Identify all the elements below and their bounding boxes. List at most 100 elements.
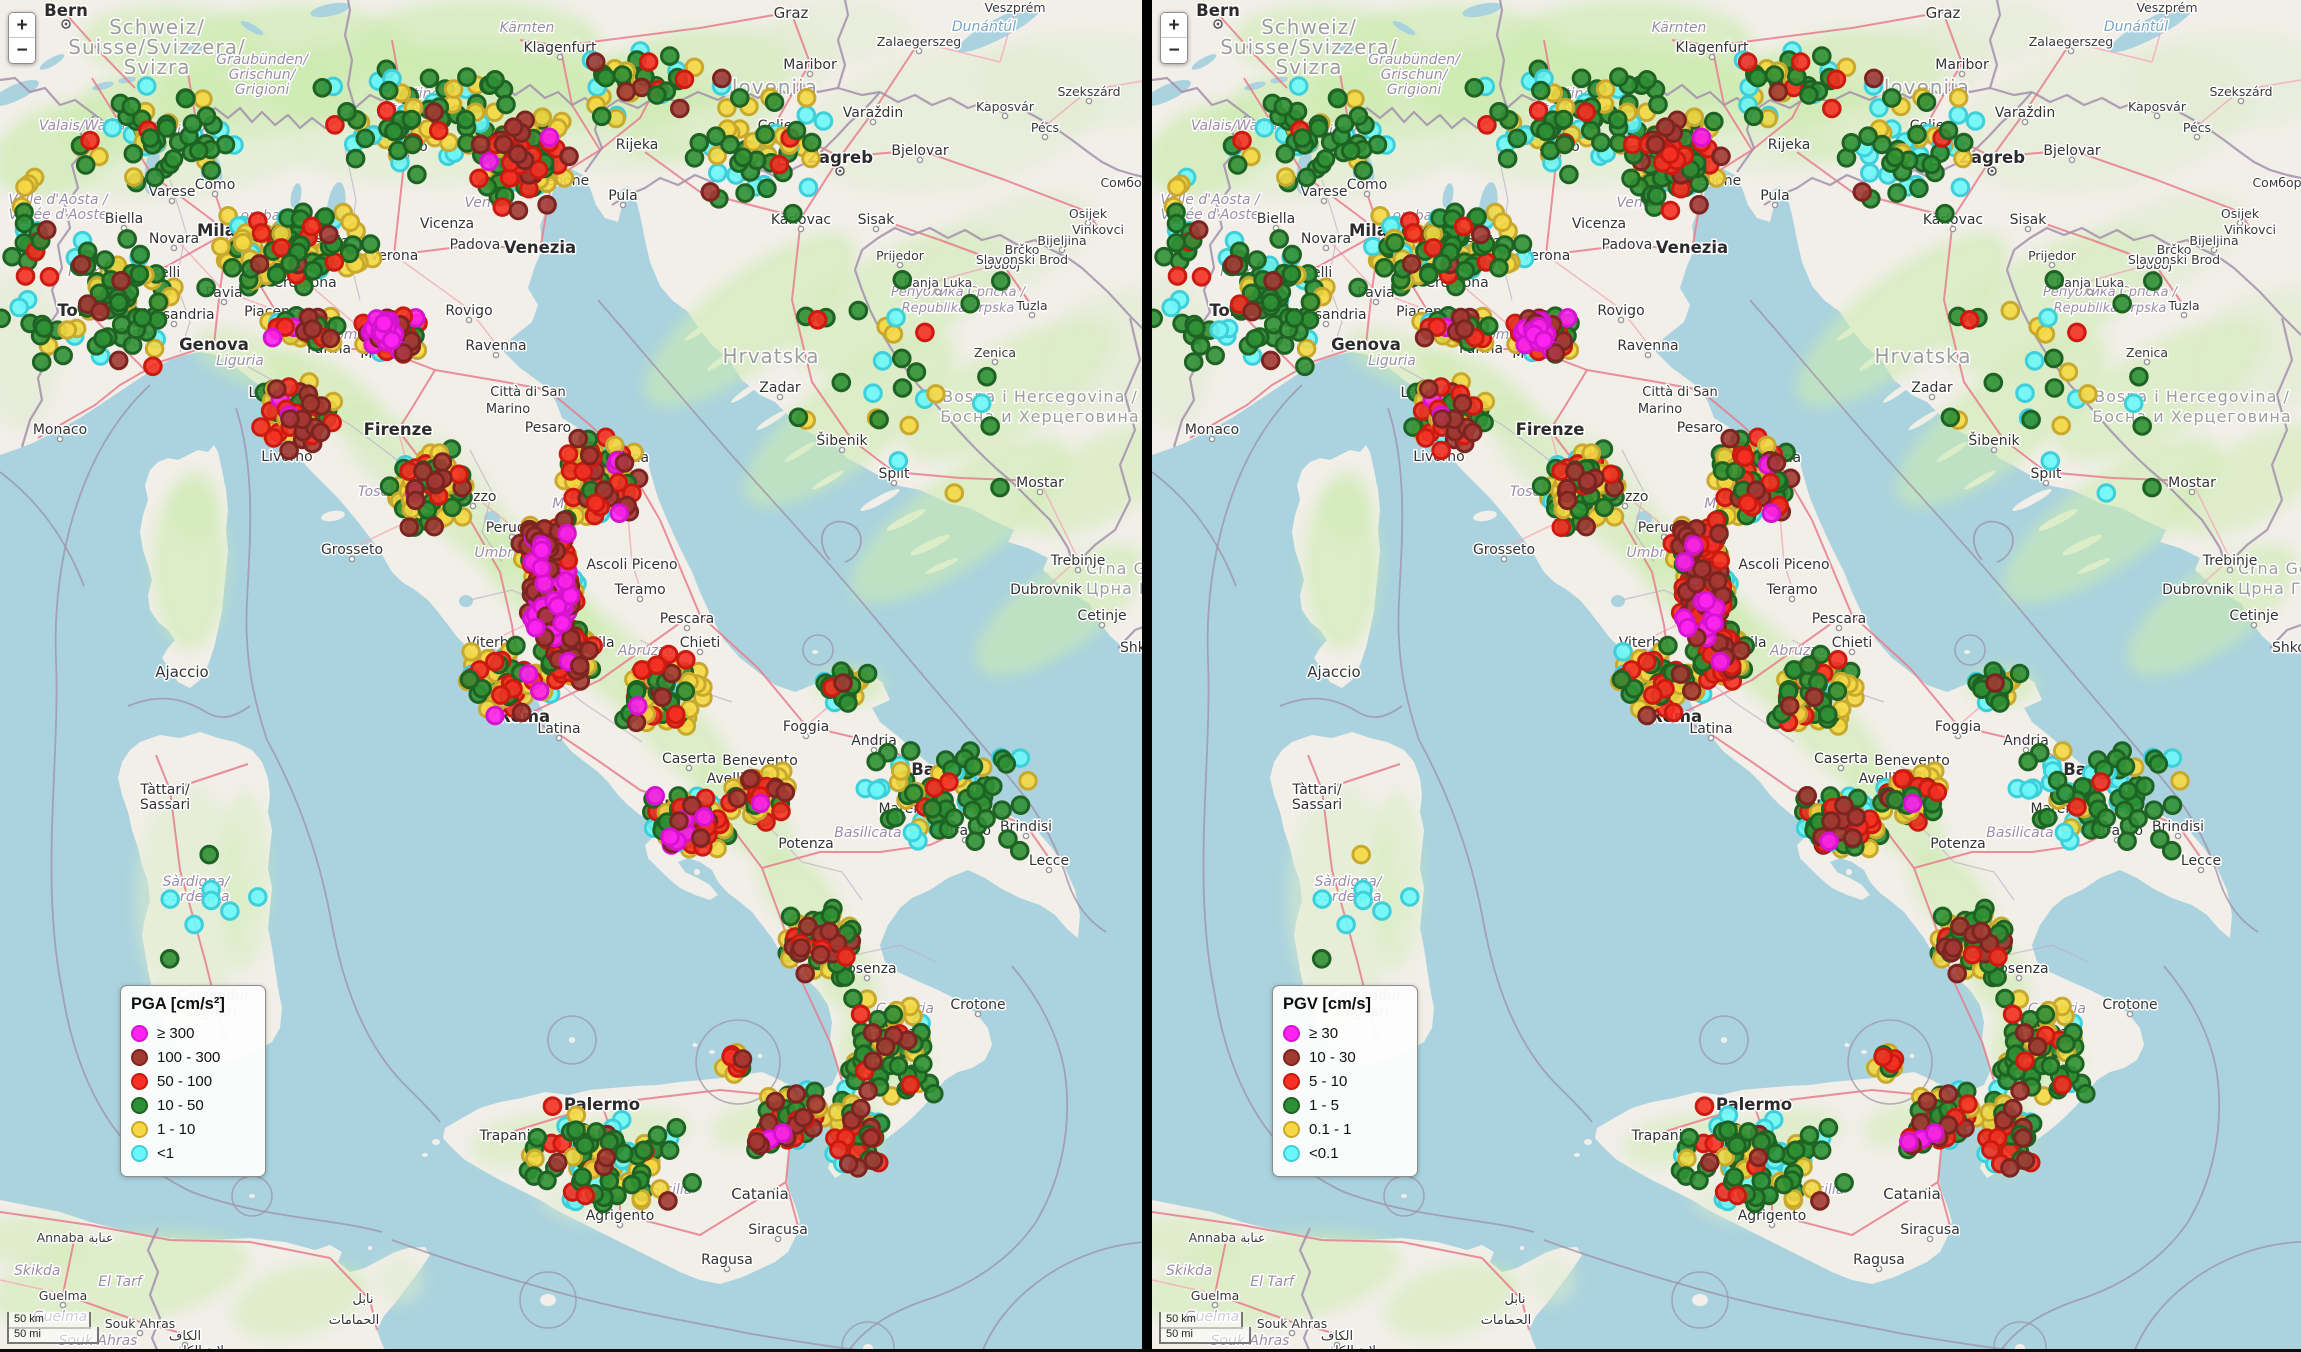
station-marker[interactable] xyxy=(449,464,469,485)
station-marker[interactable] xyxy=(819,921,840,942)
station-marker[interactable] xyxy=(966,781,986,801)
station-marker[interactable] xyxy=(575,1135,595,1156)
station-marker[interactable] xyxy=(596,67,616,88)
station-marker[interactable] xyxy=(1191,267,1212,287)
station-marker[interactable] xyxy=(691,828,711,848)
station-marker[interactable] xyxy=(1507,128,1528,149)
station-marker[interactable] xyxy=(1478,316,1499,336)
station-marker[interactable] xyxy=(977,366,997,387)
station-marker[interactable] xyxy=(769,154,790,175)
station-marker[interactable] xyxy=(1927,782,1948,803)
station-marker[interactable] xyxy=(531,558,552,578)
station-marker[interactable] xyxy=(1190,336,1211,356)
station-marker[interactable] xyxy=(1737,52,1758,72)
station-marker[interactable] xyxy=(780,906,801,927)
station-marker[interactable] xyxy=(1427,317,1447,337)
station-marker[interactable] xyxy=(676,650,696,670)
station-marker[interactable] xyxy=(2118,781,2138,801)
station-marker[interactable] xyxy=(670,98,690,119)
station-marker[interactable] xyxy=(280,253,300,274)
station-marker[interactable] xyxy=(424,516,445,537)
station-marker[interactable] xyxy=(53,345,74,366)
station-marker[interactable] xyxy=(2051,415,2072,436)
station-marker[interactable] xyxy=(609,503,630,524)
station-marker[interactable] xyxy=(568,428,589,449)
station-marker[interactable] xyxy=(211,236,231,257)
station-marker[interactable] xyxy=(109,292,129,313)
station-marker[interactable] xyxy=(674,69,695,90)
station-marker[interactable] xyxy=(1953,148,1973,169)
station-marker[interactable] xyxy=(1403,223,1424,243)
station-marker[interactable] xyxy=(596,1147,617,1168)
zoom-in-button[interactable]: + xyxy=(9,13,35,38)
station-marker[interactable] xyxy=(1269,229,1289,249)
station-marker[interactable] xyxy=(682,795,702,816)
station-marker[interactable] xyxy=(80,130,100,151)
station-marker[interactable] xyxy=(746,1132,767,1152)
station-marker[interactable] xyxy=(1594,497,1615,518)
station-marker[interactable] xyxy=(991,271,1011,291)
station-marker[interactable] xyxy=(1953,132,1974,153)
station-marker[interactable] xyxy=(795,963,816,984)
station-marker[interactable] xyxy=(838,693,858,713)
station-marker[interactable] xyxy=(108,350,129,371)
station-marker[interactable] xyxy=(251,417,271,437)
station-marker[interactable] xyxy=(1492,212,1513,232)
station-marker[interactable] xyxy=(15,266,36,286)
station-marker[interactable] xyxy=(539,127,560,148)
station-marker[interactable] xyxy=(1607,109,1628,130)
station-marker[interactable] xyxy=(469,168,489,189)
station-marker[interactable] xyxy=(733,147,753,168)
station-marker[interactable] xyxy=(1766,1143,1786,1164)
station-marker[interactable] xyxy=(575,1185,596,1206)
station-marker[interactable] xyxy=(320,328,341,349)
station-marker[interactable] xyxy=(1885,147,1905,168)
station-marker[interactable] xyxy=(869,409,889,430)
station-marker[interactable] xyxy=(1308,118,1329,138)
station-marker[interactable] xyxy=(682,1173,702,1193)
station-marker[interactable] xyxy=(1209,320,1230,340)
station-marker[interactable] xyxy=(708,163,728,183)
station-marker[interactable] xyxy=(1152,308,1163,329)
station-marker[interactable] xyxy=(2003,1098,2023,1119)
station-marker[interactable] xyxy=(1995,988,2015,1009)
station-marker[interactable] xyxy=(903,783,924,804)
station-marker[interactable] xyxy=(1907,124,1927,145)
station-marker[interactable] xyxy=(136,76,157,96)
station-marker[interactable] xyxy=(996,754,1017,774)
station-marker[interactable] xyxy=(1940,407,1961,428)
station-marker[interactable] xyxy=(249,254,270,274)
station-marker[interactable] xyxy=(1738,1122,1759,1142)
station-marker[interactable] xyxy=(1724,1167,1745,1188)
station-marker[interactable] xyxy=(419,68,440,89)
station-marker[interactable] xyxy=(1704,111,1724,132)
station-marker[interactable] xyxy=(872,351,893,371)
station-marker[interactable] xyxy=(459,669,480,690)
station-marker[interactable] xyxy=(201,890,221,911)
station-marker[interactable] xyxy=(2015,383,2035,404)
station-marker[interactable] xyxy=(1826,69,1847,90)
station-marker[interactable] xyxy=(1471,224,1491,245)
station-marker[interactable] xyxy=(810,944,831,965)
station-marker[interactable] xyxy=(402,134,423,155)
station-marker[interactable] xyxy=(900,741,921,761)
station-marker[interactable] xyxy=(983,776,1003,797)
station-marker[interactable] xyxy=(102,118,123,138)
station-marker[interactable] xyxy=(998,829,1018,849)
station-marker[interactable] xyxy=(1660,200,1681,221)
station-marker[interactable] xyxy=(508,144,528,164)
station-marker[interactable] xyxy=(1663,702,1684,723)
station-marker[interactable] xyxy=(2040,451,2061,471)
station-marker[interactable] xyxy=(1167,177,1187,197)
station-marker[interactable] xyxy=(1385,233,1405,253)
station-marker[interactable] xyxy=(892,348,912,369)
station-marker[interactable] xyxy=(2037,807,2058,828)
station-marker[interactable] xyxy=(735,183,755,203)
station-marker[interactable] xyxy=(547,596,568,616)
station-marker[interactable] xyxy=(1275,143,1296,164)
station-marker[interactable] xyxy=(652,687,673,708)
station-marker[interactable] xyxy=(1718,1120,1738,1140)
station-marker[interactable] xyxy=(39,267,60,287)
station-marker[interactable] xyxy=(922,798,943,819)
station-marker[interactable] xyxy=(182,114,203,134)
